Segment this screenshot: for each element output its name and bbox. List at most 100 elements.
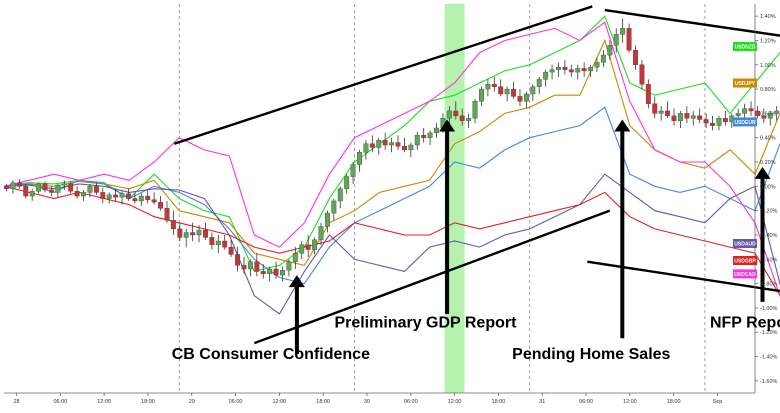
candle-body (466, 118, 472, 121)
candle (183, 228, 189, 248)
candle (177, 222, 183, 242)
candle-body (453, 110, 459, 117)
candle-body (292, 253, 298, 262)
candle-body (735, 113, 741, 117)
candle-body (48, 189, 54, 193)
candle (716, 115, 722, 131)
candle (658, 106, 664, 121)
candle (504, 86, 510, 102)
candle (170, 210, 176, 235)
series-label-box (733, 238, 757, 248)
candle (536, 76, 542, 94)
y-tick-label: -1.60% (760, 379, 778, 385)
candle (607, 40, 613, 60)
candle (530, 84, 536, 102)
candle-body (247, 261, 253, 270)
x-tick-label: 29 (189, 399, 195, 405)
candle-body (607, 45, 613, 56)
x-tick-label: 06:00 (404, 399, 418, 405)
candle (190, 222, 196, 242)
y-tick-label: -0.20% (760, 209, 778, 215)
candle (459, 108, 465, 126)
candle-body (331, 200, 337, 214)
series-label-usdeur: USDEUR (733, 117, 757, 127)
series-label-usdgbp: USDGBP (733, 255, 757, 265)
candle-body (459, 115, 465, 121)
candle (453, 101, 459, 120)
candle (408, 142, 414, 158)
y-tick-label: -1.40% (760, 355, 778, 361)
y-tick-label: -0.80% (760, 282, 778, 288)
candle-body (74, 191, 80, 197)
trend-line (253, 209, 611, 345)
candle (55, 183, 61, 198)
x-tick-label: 18:00 (492, 399, 506, 405)
y-tick-label: 0.20% (760, 160, 776, 166)
candle-body (677, 113, 683, 121)
candle (568, 64, 574, 77)
candle (273, 261, 279, 279)
series-label-text: USDJPY (735, 81, 756, 87)
x-tick-label: 06:00 (579, 399, 593, 405)
candle-body (81, 192, 86, 197)
candle-body (703, 119, 709, 124)
candle-body (549, 69, 555, 73)
candle (29, 188, 35, 201)
candle (48, 186, 54, 197)
candle-body (446, 110, 452, 119)
candle-body (254, 261, 260, 272)
candle (376, 137, 382, 155)
candle-body (491, 84, 497, 87)
y-tick-label: -0.40% (760, 233, 778, 239)
candle-body (273, 268, 279, 276)
candle-body (106, 194, 112, 199)
candle (645, 79, 651, 109)
candle (620, 18, 626, 43)
candle (286, 259, 292, 277)
candle (36, 182, 42, 194)
candle-body (427, 132, 433, 138)
candle-body (209, 237, 215, 245)
candle-body (215, 240, 221, 245)
candle (164, 200, 170, 223)
candle-body (408, 144, 414, 151)
series-label-text: USDNZD (735, 45, 756, 51)
candle-body (42, 183, 48, 191)
candle-body (645, 84, 651, 104)
candle-body (222, 240, 228, 248)
candle (363, 140, 369, 160)
candle (337, 186, 343, 209)
candle-body (389, 142, 395, 146)
candle-body (652, 103, 658, 114)
candle (633, 45, 638, 70)
candle-body (177, 228, 183, 238)
series-label-text: USDEUR (734, 120, 756, 126)
candle (562, 59, 568, 75)
candle (100, 187, 106, 204)
y-tick-label: 1.40% (760, 14, 776, 20)
candle (466, 113, 472, 128)
trend-line (173, 5, 593, 145)
candle (652, 96, 658, 119)
candle (4, 183, 9, 192)
candle (722, 110, 728, 126)
candle-body (4, 186, 9, 189)
candle (581, 62, 587, 77)
candle-body (138, 195, 144, 202)
candle-body (767, 113, 773, 119)
series-label-text: USDCAD (734, 272, 756, 278)
candle-body (498, 86, 504, 95)
candle (703, 113, 709, 128)
series-label-text: USDAUD (734, 241, 756, 247)
candle-body (594, 62, 600, 68)
candle (774, 106, 780, 121)
annotation-label: Pending Home Sales (512, 346, 670, 363)
candle (324, 210, 330, 233)
series-label-box (733, 269, 757, 279)
candle (299, 241, 305, 260)
candle (106, 192, 112, 204)
candle (600, 50, 606, 68)
candle-body (36, 183, 42, 192)
candle-body (414, 135, 420, 146)
candle (222, 234, 228, 250)
